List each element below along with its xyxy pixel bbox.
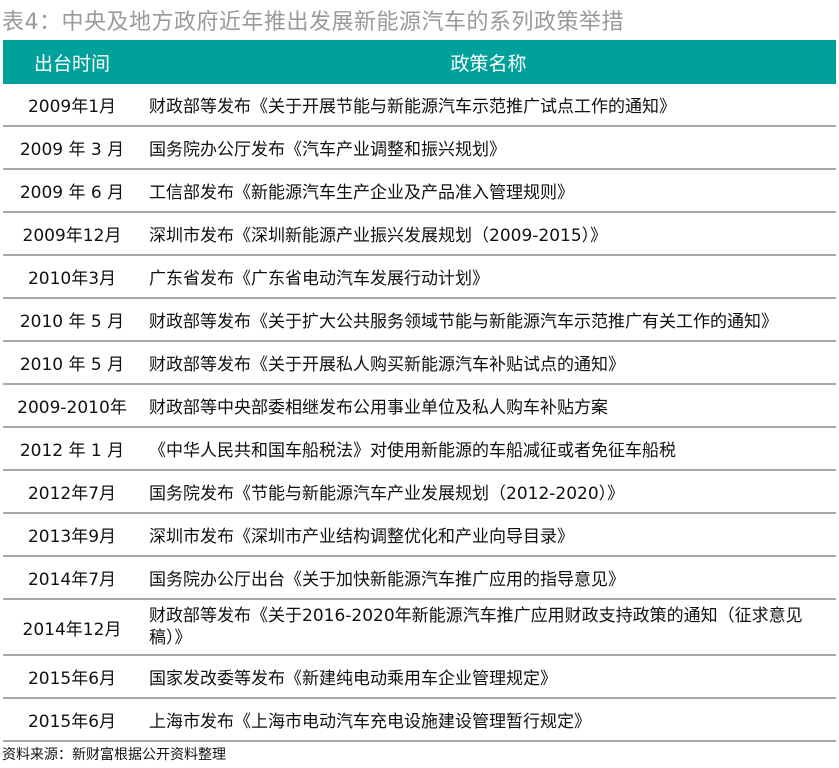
table-row: 2009年1月 财政部等发布《关于开展节能与新能源汽车示范推广试点工作的通知》	[3, 84, 836, 127]
table-row: 2014年7月 国务院办公厅出台《关于加快新能源汽车推广应用的指导意见》	[3, 556, 836, 600]
row-policy: 工信部发布《新能源汽车生产企业及产品准入管理规则》	[141, 169, 836, 213]
table-row: 2012 年 1 月《中华人民共和国车船税法》对使用新能源的车船减征或者免征车船…	[3, 427, 836, 471]
row-date: 2015年6月	[3, 698, 141, 742]
row-date: 2009 年 3 月	[3, 126, 141, 170]
row-policy: 深圳市发布《深圳市产业结构调整优化和产业向导目录》	[141, 513, 836, 557]
row-date: 2013年9月	[3, 513, 141, 557]
table-row: 2010 年 5 月财政部等发布《关于扩大公共服务领域节能与新能源汽车示范推广有…	[3, 298, 836, 342]
row-policy: 财政部等发布《关于开展私人购买新能源汽车补贴试点的通知》	[141, 341, 836, 385]
row-date: 2009年12月	[3, 212, 141, 256]
table-header-row: 出台时间 政策名称	[3, 40, 836, 84]
table-row: 2014年12月 财政部等发布《关于2016-2020年新能源汽车推广应用财政支持…	[3, 599, 836, 656]
table-row: 2009 年 3 月国务院办公厅发布《汽车产业调整和振兴规划》	[3, 126, 836, 170]
table-title: 表4：中央及地方政府近年推出发展新能源汽车的系列政策举措	[2, 10, 624, 35]
row-policy: 上海市发布《上海市电动汽车充电设施建设管理暂行规定》	[141, 698, 836, 742]
row-date: 2009年1月	[3, 84, 141, 127]
header-policy: 政策名称	[450, 52, 527, 75]
row-policy: 财政部等发布《关于2016-2020年新能源汽车推广应用财政支持政策的通知（征求…	[141, 599, 836, 656]
table-row: 2015年6月 国家发改委等发布《新建纯电动乘用车企业管理规定》	[3, 655, 836, 699]
row-date: 2009-2010年	[3, 384, 141, 428]
table-row: 2009-2010年 财政部等中央部委相继发布公用事业单位及私人购车补贴方案	[3, 384, 836, 428]
row-date: 2014年12月	[3, 599, 141, 656]
row-date: 2010 年 5 月	[3, 341, 141, 385]
row-policy: 广东省发布《广东省电动汽车发展行动计划》	[141, 255, 836, 299]
row-policy: 财政部等中央部委相继发布公用事业单位及私人购车补贴方案	[141, 384, 836, 428]
table-row: 2009年12月 深圳市发布《深圳新能源产业振兴发展规划（2009-2015）》	[3, 212, 836, 256]
table-row: 2015年6月 上海市发布《上海市电动汽车充电设施建设管理暂行规定》	[3, 698, 836, 742]
row-policy: 国家发改委等发布《新建纯电动乘用车企业管理规定》	[141, 655, 836, 699]
row-policy: 《中华人民共和国车船税法》对使用新能源的车船减征或者免征车船税	[141, 427, 836, 471]
row-date: 2012 年 1 月	[3, 427, 141, 471]
row-policy: 财政部等发布《关于开展节能与新能源汽车示范推广试点工作的通知》	[141, 84, 836, 127]
row-policy: 国务院办公厅发布《汽车产业调整和振兴规划》	[141, 126, 836, 170]
header-date: 出台时间	[33, 52, 110, 75]
table-row: 2013年9月 深圳市发布《深圳市产业结构调整优化和产业向导目录》	[3, 513, 836, 557]
row-date: 2010 年 5 月	[3, 298, 141, 342]
policy-table: 出台时间 政策名称 2009年1月 财政部等发布《关于开展节能与新能源汽车示范推广…	[3, 40, 836, 742]
row-policy: 国务院发布《节能与新能源汽车产业发展规划（2012-2020）》	[141, 470, 836, 514]
row-policy: 财政部等发布《关于扩大公共服务领域节能与新能源汽车示范推广有关工作的通知》	[141, 298, 836, 342]
row-date: 2012年7月	[3, 470, 141, 514]
row-date: 2009 年 6 月	[3, 169, 141, 213]
table-row: 2012年7月 国务院发布《节能与新能源汽车产业发展规划（2012-2020）》	[3, 470, 836, 514]
row-date: 2010年3月	[3, 255, 141, 299]
row-policy: 国务院办公厅出台《关于加快新能源汽车推广应用的指导意见》	[141, 556, 836, 600]
row-date: 2015年6月	[3, 655, 141, 699]
table-row: 2010 年 5 月财政部等发布《关于开展私人购买新能源汽车补贴试点的通知》	[3, 341, 836, 385]
row-policy: 深圳市发布《深圳新能源产业振兴发展规划（2009-2015）》	[141, 212, 836, 256]
table-row: 2010年3月 广东省发布《广东省电动汽车发展行动计划》	[3, 255, 836, 299]
row-date: 2014年7月	[3, 556, 141, 600]
source-note: 资料来源：新财富根据公开资料整理	[2, 747, 226, 763]
table-row: 2009 年 6 月工信部发布《新能源汽车生产企业及产品准入管理规则》	[3, 169, 836, 213]
